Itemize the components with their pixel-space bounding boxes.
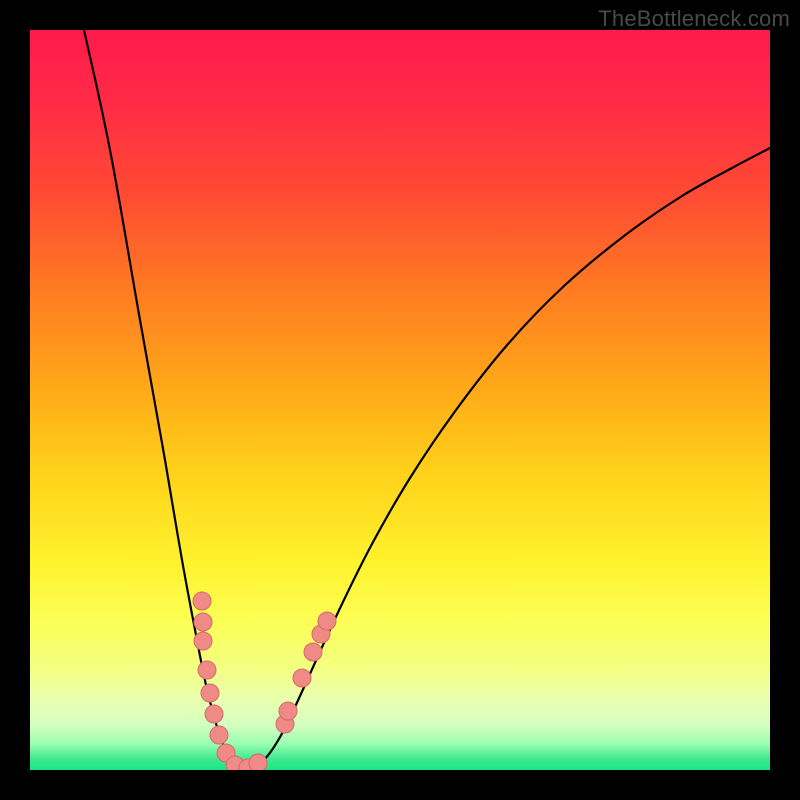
plot-area	[30, 30, 770, 770]
data-point	[205, 705, 223, 723]
data-point	[279, 702, 297, 720]
data-point	[201, 684, 219, 702]
watermark-text: TheBottleneck.com	[598, 6, 790, 32]
data-point	[210, 726, 228, 744]
data-markers	[30, 30, 770, 770]
marker-group	[193, 592, 336, 770]
data-point	[194, 632, 212, 650]
data-point	[198, 661, 216, 679]
data-point	[193, 592, 211, 610]
data-point	[318, 612, 336, 630]
data-point	[304, 643, 322, 661]
data-point	[249, 754, 267, 770]
data-point	[293, 669, 311, 687]
data-point	[194, 613, 212, 631]
